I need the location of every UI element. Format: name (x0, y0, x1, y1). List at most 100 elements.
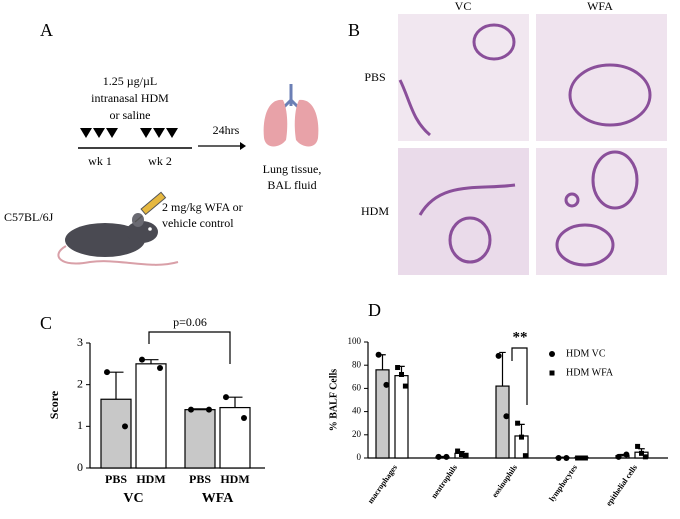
column-label: VC (455, 0, 472, 13)
arrow-head (240, 142, 246, 150)
x-tick-label: PBS (105, 472, 127, 486)
data-point (459, 452, 464, 458)
panel-letter: D (368, 300, 381, 320)
data-point (188, 406, 194, 413)
dose-triangles (80, 128, 178, 138)
dose-text: or saline (110, 108, 151, 122)
data-point (206, 406, 212, 413)
data-point (639, 450, 644, 456)
x-tick-label: HDM (220, 472, 249, 486)
week-label: wk 2 (148, 154, 172, 168)
x-tick-label: eosinophils (490, 463, 519, 499)
data-point (549, 351, 555, 357)
data-point (435, 453, 442, 460)
syringe-icon (134, 191, 167, 223)
data-point (635, 443, 641, 449)
y-tick-label: 60 (352, 382, 362, 392)
y-axis-label: Score (47, 390, 61, 419)
data-point (519, 434, 524, 440)
strain-label: C57BL/6J (4, 210, 54, 224)
y-tick-label: 3 (77, 335, 83, 349)
treatment-text: vehicle control (162, 216, 234, 230)
week-label: wk 1 (88, 154, 112, 168)
data-point (515, 420, 521, 426)
error-bar (518, 423, 525, 436)
data-point (104, 369, 110, 376)
error-bar (227, 396, 243, 408)
data-point (582, 455, 588, 461)
significance-bracket (511, 347, 528, 405)
row-label: HDM (361, 204, 389, 218)
mouse-icon (57, 213, 179, 266)
delay-label: 24hrs (213, 123, 240, 137)
bar (135, 363, 167, 469)
data-point (399, 371, 404, 377)
data-point (122, 423, 128, 430)
y-tick-label: 0 (357, 452, 362, 462)
bar (100, 398, 132, 469)
histology-images (398, 14, 667, 275)
data-point (642, 454, 648, 460)
readout-text: Lung tissue, (263, 162, 322, 176)
panel-letter: C (40, 313, 52, 333)
data-point (555, 455, 562, 461)
data-point (495, 352, 502, 359)
y-tick-label: 0 (77, 460, 83, 474)
y-tick-label: 20 (352, 429, 362, 439)
significance-bracket (148, 331, 231, 364)
data-point (579, 455, 584, 461)
data-point (563, 455, 570, 461)
data-point (575, 455, 581, 461)
dose-text: intranasal HDM (91, 91, 169, 105)
bar (184, 409, 216, 469)
y-tick-label: 100 (348, 336, 362, 346)
x-tick-label: macrophages (366, 463, 399, 505)
readout-text: BAL fluid (267, 178, 316, 192)
y-tick-label: 40 (352, 406, 362, 416)
data-point (462, 453, 468, 459)
data-point (615, 453, 622, 460)
data-point (443, 453, 450, 460)
y-axis-label: % BALF Cells (328, 369, 339, 432)
legend-label: HDM VC (566, 348, 606, 359)
group-label: VC (123, 491, 143, 506)
row-label: PBS (364, 70, 385, 84)
legend-label: HDM WFA (566, 367, 614, 378)
data-point (139, 356, 145, 363)
bar (495, 385, 510, 459)
error-bar (499, 351, 506, 387)
x-tick-label: epithelial cells (604, 463, 639, 508)
panel-letter: B (348, 20, 360, 40)
error-bar (143, 359, 159, 364)
panel-letter: A (40, 20, 53, 40)
lungs-icon (263, 84, 319, 147)
data-point (395, 365, 401, 371)
data-point (623, 451, 630, 458)
data-point (549, 370, 555, 376)
x-tick-label: HDM (136, 472, 165, 486)
dose-text: 1.25 µg/µL (103, 74, 158, 88)
data-point (375, 351, 382, 358)
treatment-text: 2 mg/kg WFA or (162, 200, 243, 214)
data-point (503, 413, 510, 420)
x-tick-label: neutrophils (429, 463, 459, 500)
data-point (522, 453, 528, 459)
data-point (402, 383, 408, 389)
data-point (455, 448, 461, 454)
column-label: WFA (587, 0, 613, 13)
y-tick-label: 80 (352, 359, 362, 369)
y-tick-label: 1 (77, 418, 83, 432)
data-point (241, 415, 247, 421)
data-point (157, 365, 163, 371)
error-bar (192, 408, 208, 410)
annotation: p=0.06 (173, 315, 207, 329)
data-point (223, 394, 229, 401)
error-bar (108, 371, 124, 400)
x-tick-label: PBS (189, 472, 211, 486)
data-point (383, 381, 390, 388)
y-tick-label: 2 (77, 376, 83, 390)
group-label: WFA (202, 491, 235, 506)
annotation: ** (513, 329, 528, 345)
x-tick-label: lymphocytes (547, 463, 579, 503)
